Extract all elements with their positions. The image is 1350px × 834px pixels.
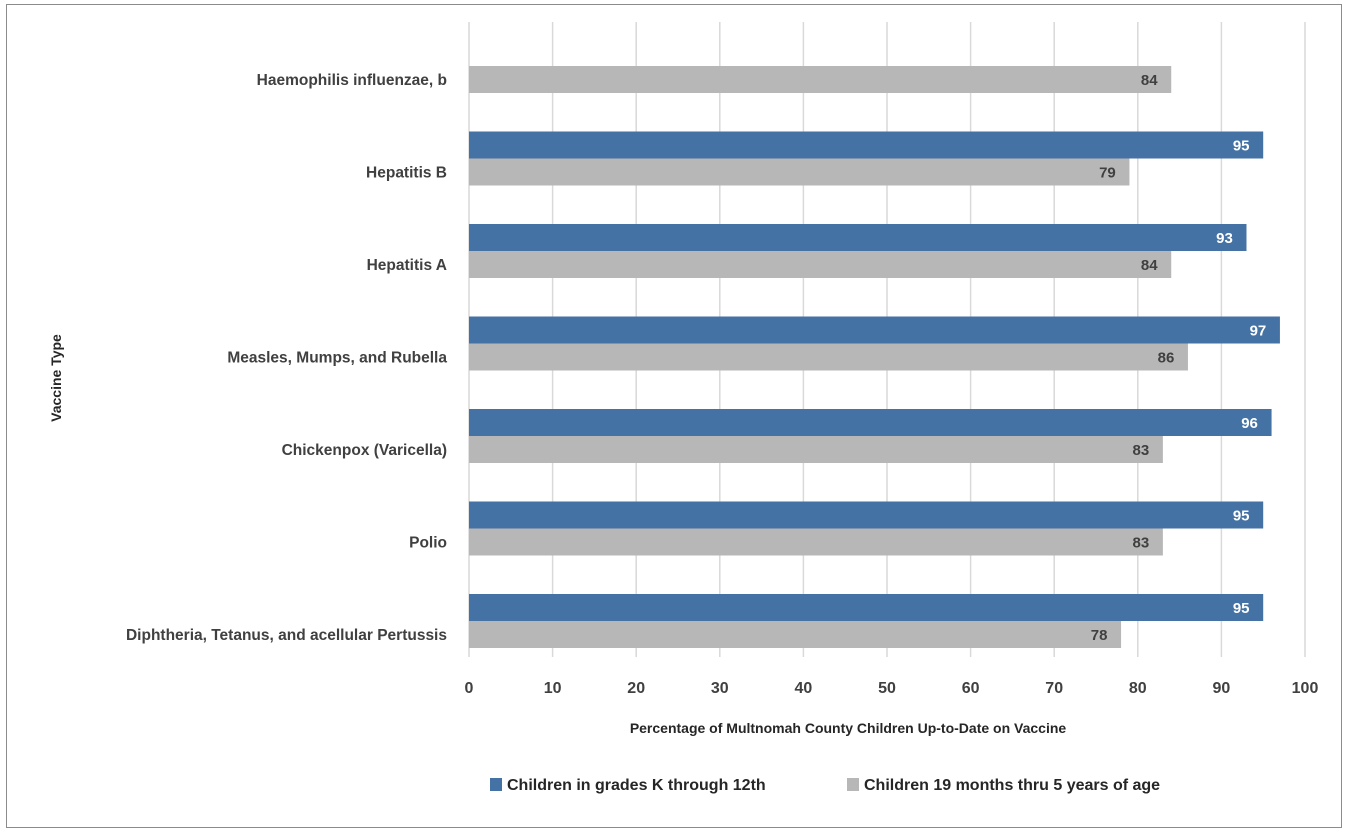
data-label: 79 <box>1099 165 1116 182</box>
x-tick-label: 10 <box>544 680 562 697</box>
category-label: Chickenpox (Varicella) <box>282 442 447 459</box>
data-label: 78 <box>1091 627 1108 644</box>
category-label: Measles, Mumps, and Rubella <box>227 350 447 367</box>
x-tick-label: 40 <box>795 680 813 697</box>
bar-k12 <box>469 316 1280 344</box>
bars: 84 95 79 93 84 97 86 96 83 95 83 95 78 <box>469 66 1280 648</box>
y-axis-label: Vaccine Type <box>48 334 64 422</box>
data-label: 95 <box>1233 138 1250 155</box>
x-tick-label: 50 <box>878 680 896 697</box>
data-label: 84 <box>1141 257 1158 274</box>
x-tick-label: 60 <box>962 680 980 697</box>
data-label: 83 <box>1133 442 1150 459</box>
data-label: 84 <box>1141 72 1158 89</box>
data-label: 96 <box>1241 415 1258 432</box>
bar-k12 <box>469 224 1247 251</box>
bar-k12 <box>469 594 1264 621</box>
data-label: 93 <box>1216 230 1233 247</box>
data-label: 97 <box>1250 323 1267 340</box>
data-label: 95 <box>1233 600 1250 617</box>
x-tick-label: 100 <box>1292 680 1319 697</box>
legend-swatch <box>847 778 859 791</box>
legend-label: Children in grades K through 12th <box>507 777 766 794</box>
category-label: Hepatitis B <box>366 165 447 182</box>
x-tick-label: 20 <box>627 680 645 697</box>
bar-19mo-5yr <box>469 251 1172 278</box>
category-label: Hepatitis A <box>367 257 447 274</box>
x-tick-label: 90 <box>1213 680 1231 697</box>
x-tick-labels: 0 10 20 30 40 50 60 70 80 90 100 <box>465 680 1319 697</box>
bar-k12 <box>469 131 1264 159</box>
category-labels: Haemophilis influenzae, b Hepatitis B Hepa… <box>126 72 447 644</box>
data-label: 86 <box>1158 350 1175 367</box>
bar-19mo-5yr <box>469 66 1172 93</box>
x-tick-label: 80 <box>1129 680 1147 697</box>
x-tick-label: 30 <box>711 680 729 697</box>
bar-19mo-5yr <box>469 621 1122 648</box>
bar-19mo-5yr <box>469 436 1163 463</box>
bar-19mo-5yr <box>469 343 1188 371</box>
data-label: 83 <box>1133 535 1150 552</box>
category-label: Polio <box>409 535 447 552</box>
legend-swatch <box>490 778 502 791</box>
category-label: Haemophilis influenzae, b <box>257 72 447 89</box>
x-tick-label: 0 <box>465 680 474 697</box>
x-axis-label: Percentage of Multnomah County Children … <box>630 720 1067 736</box>
legend-label: Children 19 months thru 5 years of age <box>864 777 1160 794</box>
x-tick-label: 70 <box>1045 680 1063 697</box>
data-label: 95 <box>1233 508 1250 525</box>
bar-19mo-5yr <box>469 528 1163 556</box>
category-label: Diphtheria, Tetanus, and acellular Pertu… <box>126 627 447 644</box>
legend: Children in grades K through 12th Childre… <box>490 777 1160 794</box>
bar-19mo-5yr <box>469 158 1130 186</box>
bar-k12 <box>469 501 1264 529</box>
bar-k12 <box>469 409 1272 436</box>
